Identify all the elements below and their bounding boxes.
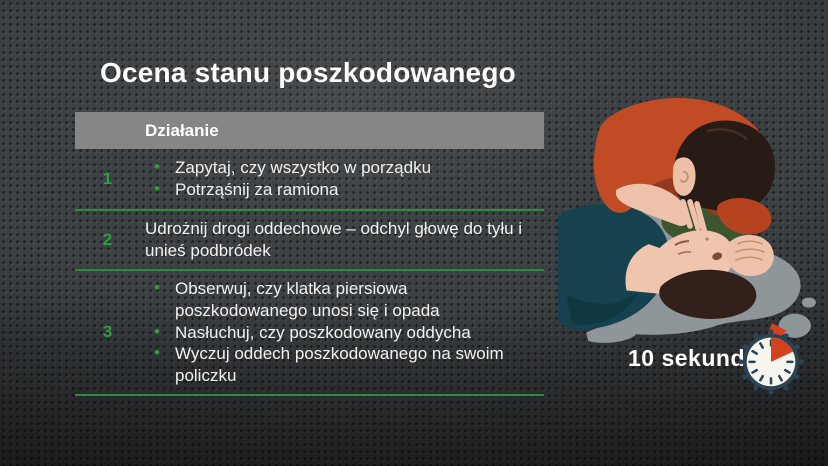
table-header-label: Działanie (145, 120, 219, 140)
bullet-list: Zapytaj, czy wszystko w porządku Potrząś… (145, 156, 534, 201)
step-content: Zapytaj, czy wszystko w porządku Potrząś… (140, 149, 544, 209)
table-row: 3 Obserwuj, czy klatka piersiowa poszkod… (75, 271, 544, 396)
step-content: Obserwuj, czy klatka piersiowa poszkodow… (140, 271, 544, 394)
bullet-item: Nasłuchuj, czy poszkodowany oddycha (145, 321, 534, 344)
table-row: 1 Zapytaj, czy wszystko w porządku Potrz… (75, 149, 544, 211)
bullet-item: Potrząśnij za ramiona (145, 178, 534, 201)
steps-table: Działanie 1 Zapytaj, czy wszystko w porz… (75, 112, 544, 396)
stopwatch-icon (738, 323, 804, 395)
step-text: Udrożnij drogi oddechowe – odchyl głowę … (145, 219, 523, 260)
bullet-item: Wyczuj oddech poszkodowanego na swoim po… (145, 342, 534, 387)
bullet-item: Zapytaj, czy wszystko w porządku (145, 156, 534, 179)
bullet-item: Obserwuj, czy klatka piersiowa poszkodow… (145, 277, 534, 322)
caption-10-seconds: 10 sekund (628, 345, 745, 371)
step-number: 3 (102, 322, 113, 342)
page-title: Ocena stanu poszkodowanego (100, 56, 516, 88)
table-row: 2 Udrożnij drogi oddechowe – odchyl głow… (75, 211, 544, 271)
step-number: 1 (102, 169, 113, 188)
step-content: Udrożnij drogi oddechowe – odchyl głowę … (140, 211, 544, 269)
cpr-breath-check-illustration (558, 98, 816, 343)
step-number: 2 (102, 230, 113, 249)
table-header: Działanie (75, 112, 544, 149)
bullet-list: Obserwuj, czy klatka piersiowa poszkodow… (145, 277, 534, 387)
